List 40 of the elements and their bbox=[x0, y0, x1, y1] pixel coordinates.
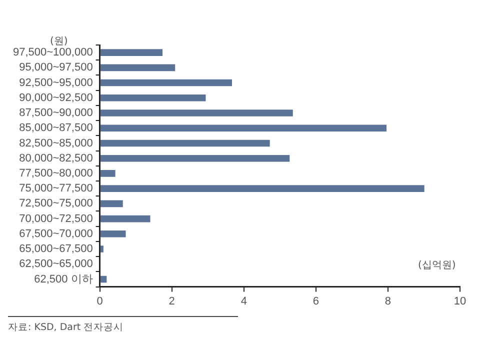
y-tick-label: 87,500~90,000 bbox=[19, 107, 93, 120]
y-tick-label: 67,500~70,000 bbox=[19, 228, 93, 240]
y-tick-label: 62,500~65,000 bbox=[19, 258, 93, 270]
bar bbox=[100, 170, 116, 177]
bar bbox=[100, 94, 206, 102]
y-tick-label: 92,500~95,000 bbox=[19, 76, 93, 89]
bar bbox=[100, 200, 123, 208]
y-tick-label: 80,000~82,500 bbox=[19, 152, 93, 164]
bar bbox=[100, 64, 176, 72]
y-tick-label: 77,500~80,000 bbox=[19, 167, 93, 180]
bar bbox=[100, 154, 290, 162]
bar bbox=[100, 79, 232, 86]
bar bbox=[100, 230, 126, 238]
x-tick-label: 6 bbox=[312, 295, 319, 308]
y-axis-title: (원) bbox=[50, 35, 68, 48]
x-tick-label: 2 bbox=[168, 295, 175, 308]
y-tick-label: 65,000~67,500 bbox=[19, 243, 93, 256]
y-tick-label: 97,500~100,000 bbox=[12, 46, 93, 59]
y-tick-label: 70,000~72,500 bbox=[19, 212, 93, 225]
text: 자료: KSD, Dart 전자공시 bbox=[8, 316, 238, 334]
bar bbox=[100, 276, 107, 283]
bar bbox=[100, 140, 270, 147]
bar bbox=[100, 49, 162, 56]
x-tick-label: 8 bbox=[384, 295, 392, 308]
x-tick-label: 0 bbox=[96, 295, 103, 308]
y-tick-label: 75,000~77,500 bbox=[19, 182, 93, 195]
bar bbox=[100, 185, 424, 192]
x-tick-label: 10 bbox=[454, 295, 466, 308]
y-tick-label: 62,500 이하 bbox=[34, 273, 93, 286]
x-tick-label: 4 bbox=[240, 295, 247, 308]
bar bbox=[100, 110, 293, 116]
y-tick-label: 90,000~92,500 bbox=[19, 92, 93, 104]
y-tick-label: 82,500~85,000 bbox=[19, 137, 93, 150]
y-tick-label: 95,000~97,500 bbox=[19, 62, 93, 74]
bar bbox=[100, 124, 387, 132]
y-tick-label: 85,000~87,500 bbox=[19, 122, 93, 134]
bar bbox=[100, 246, 104, 252]
bar bbox=[100, 215, 150, 222]
y-tick-label: 72,500~75,000 bbox=[19, 198, 93, 210]
x-axis-title: (십억원) bbox=[418, 259, 456, 272]
